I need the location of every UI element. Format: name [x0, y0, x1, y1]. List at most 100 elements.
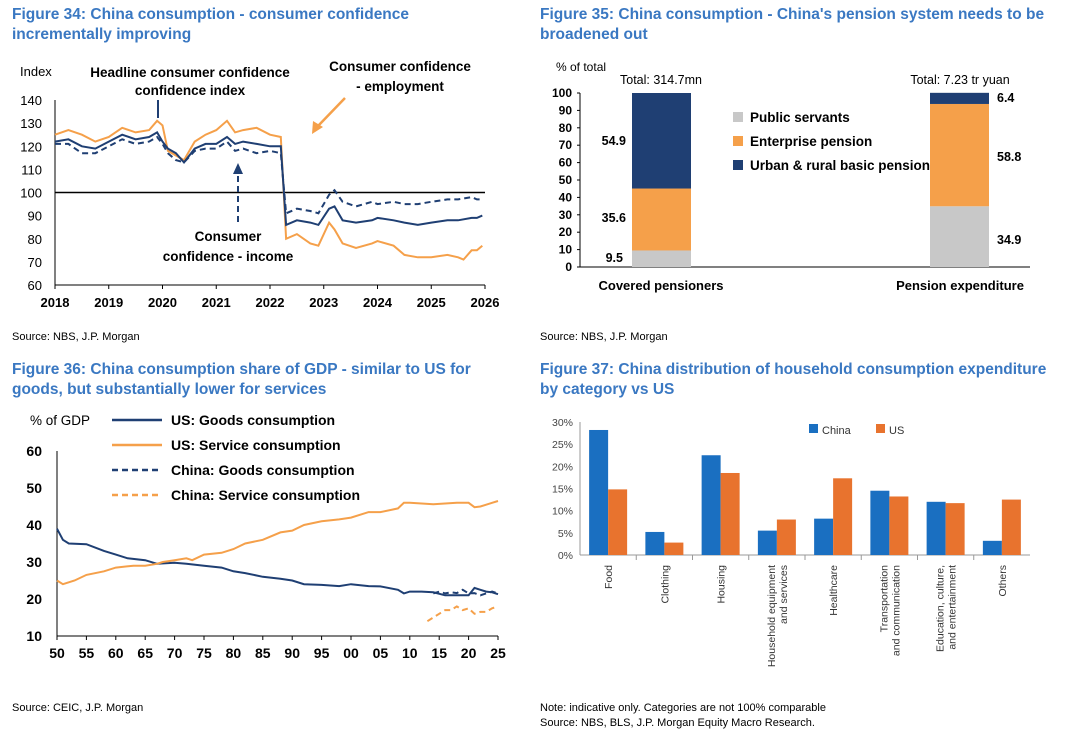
figure-35-title: Figure 35: China consumption - China's p… — [540, 6, 1045, 43]
legend-label: China: Goods consumption — [171, 462, 355, 478]
legend-label: US — [889, 425, 904, 437]
bar-total-label: Total: 314.7mn — [620, 73, 702, 87]
x-tick-label: 2019 — [94, 295, 123, 310]
x-tick-label: 75 — [196, 645, 212, 661]
legend-label: US: Service consumption — [171, 437, 341, 453]
series-line — [54, 131, 483, 227]
bar-china — [814, 518, 834, 555]
y-tick-label: 10% — [552, 506, 573, 518]
annotation-income-line2: confidence - income — [163, 249, 294, 264]
x-tick-label: 65 — [137, 645, 153, 661]
y-tick-label: 50 — [559, 173, 573, 187]
x-tick-label: 95 — [314, 645, 330, 661]
y-tick-label: 140 — [20, 93, 42, 108]
x-tick-label: 00 — [343, 645, 359, 661]
x-tick-label: 2020 — [148, 295, 177, 310]
y-tick-label: 20% — [552, 461, 573, 473]
x-tick-label: 85 — [255, 645, 271, 661]
y-axis-label: Index — [20, 64, 52, 79]
series-line — [55, 135, 483, 215]
bar-us — [833, 478, 853, 555]
y-tick-label: 20 — [559, 225, 573, 239]
bar-china — [701, 455, 721, 555]
annotation-income-arrowhead — [233, 163, 243, 174]
x-category-label: Transportationand communication — [878, 565, 902, 656]
legend-label: Public servants — [750, 110, 850, 125]
legend-swatch — [876, 424, 885, 433]
y-axis-label: % of GDP — [30, 413, 90, 428]
legend-swatch — [733, 160, 743, 170]
x-tick-label: 55 — [79, 645, 95, 661]
bar-china — [645, 531, 665, 555]
figure-37-note: Note: indicative only. Categories are no… — [540, 702, 826, 714]
y-tick-label: 90 — [559, 103, 573, 117]
y-tick-label: 50 — [26, 480, 42, 496]
y-tick-label: 90 — [28, 209, 42, 224]
figure-34-source: Source: NBS, J.P. Morgan — [12, 331, 140, 343]
x-tick-label: 80 — [226, 645, 242, 661]
figure-36-chart: % of GDP 10 20 30 40 50 60 50 55 60 65 70 75 80 85 90 95… — [26, 412, 506, 661]
x-tick-label: 10 — [402, 645, 418, 661]
x-tick-label: 2023 — [309, 295, 338, 310]
x-tick-label: 2018 — [41, 295, 70, 310]
y-tick-label: 40 — [26, 517, 42, 533]
x-category-label: Pension expenditure — [896, 278, 1024, 293]
bar-china — [926, 501, 946, 555]
data-label: 6.4 — [997, 91, 1014, 105]
figure-37-title: Figure 37: China distribution of househo… — [540, 361, 1047, 398]
bar-us — [945, 503, 965, 555]
x-category-label: Education, culture,and entertainment — [935, 565, 959, 652]
bar-us — [720, 472, 740, 555]
figure-37: Figure 37: China distribution of househo… — [540, 356, 1080, 732]
y-tick-label: 120 — [20, 139, 42, 154]
bar-segment — [632, 250, 691, 267]
bar-us — [1001, 499, 1021, 555]
bar-segment — [930, 92, 989, 104]
series-line — [433, 588, 499, 597]
annotation-employment: Consumer confidence — [329, 59, 471, 74]
y-tick-label: 100 — [552, 86, 572, 100]
y-tick-label: 0 — [565, 260, 572, 274]
bar-china — [982, 540, 1002, 555]
data-label: 9.5 — [606, 251, 623, 265]
y-tick-label: 5% — [558, 528, 573, 540]
y-tick-label: 30% — [552, 417, 573, 429]
y-tick-label: 20 — [26, 591, 42, 607]
y-tick-label: 60 — [26, 443, 42, 459]
series-line — [56, 500, 499, 586]
bar-china — [757, 530, 777, 555]
bar-segment — [632, 93, 691, 189]
figure-34: Figure 34: China consumption - consumer … — [0, 0, 540, 350]
x-tick-label: 25 — [490, 645, 506, 661]
figure-35: Figure 35: China consumption - China's p… — [540, 0, 1080, 350]
x-category-label: Covered pensioners — [599, 278, 724, 293]
y-tick-label: 10 — [559, 243, 573, 257]
y-tick-label: 130 — [20, 116, 42, 131]
bar-segment — [930, 206, 989, 267]
x-category-label: Food — [603, 565, 615, 589]
figure-35-chart: % of total 0 10 20 30 40 50 60 70 80 90 100 Covered … — [552, 60, 1030, 293]
legend-swatch — [733, 112, 743, 122]
y-tick-label: 70 — [28, 255, 42, 270]
y-tick-label: 60 — [559, 156, 573, 170]
y-tick-label: 60 — [28, 278, 42, 293]
y-tick-label: 30 — [26, 554, 42, 570]
bar-us — [608, 489, 628, 555]
legend-label: China: Service consumption — [171, 487, 360, 503]
data-label: 58.8 — [997, 150, 1021, 164]
y-tick-label: 15% — [552, 484, 573, 496]
bar-segment — [930, 103, 989, 207]
series-line — [54, 119, 483, 261]
x-tick-label: 90 — [284, 645, 300, 661]
legend-swatch — [809, 424, 818, 433]
annotation-employment-line2: - employment — [356, 79, 444, 94]
figure-34-chart: Index 60 70 80 90 100 110 120 130 140 2018 2019 2020… — [20, 59, 499, 310]
legend-label: US: Goods consumption — [171, 412, 335, 428]
annotation-headline-line2: confidence index — [135, 83, 246, 98]
y-tick-label: 0% — [558, 550, 573, 562]
annotation-employment-arrow — [317, 97, 346, 127]
y-tick-label: 100 — [20, 186, 42, 201]
legend-swatch — [733, 136, 743, 146]
y-axis-label: % of total — [556, 60, 606, 74]
bar-us — [889, 496, 909, 555]
